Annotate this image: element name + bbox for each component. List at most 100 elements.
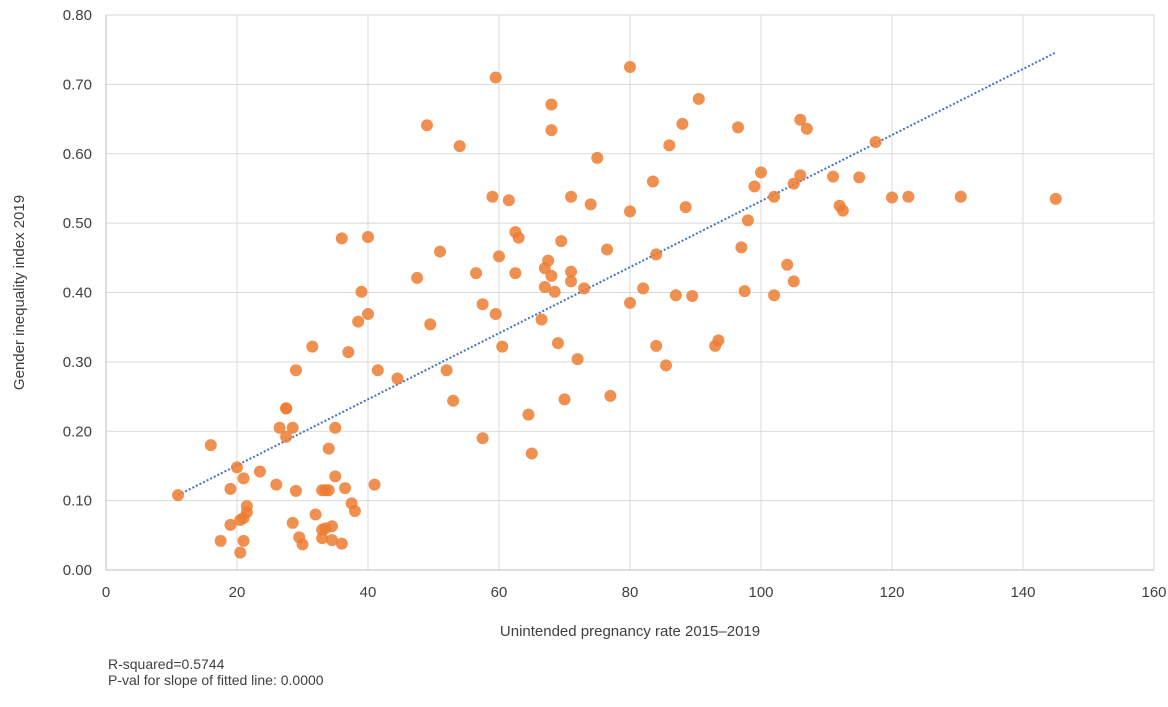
data-point [224, 518, 237, 531]
data-point [234, 546, 247, 559]
data-point [565, 190, 578, 203]
p-value-text: P-val for slope of fitted line: 0.0000 [108, 672, 324, 688]
data-point [1049, 192, 1062, 205]
data-point [768, 289, 781, 302]
x-tick-label: 160 [1141, 584, 1166, 601]
data-point [741, 214, 754, 227]
data-point [827, 170, 840, 183]
x-tick-label: 80 [622, 584, 639, 601]
data-point [669, 289, 682, 302]
regression-stats: R-squared=0.5744 P-val for slope of fitt… [108, 656, 324, 688]
data-point [538, 280, 551, 293]
data-point [237, 472, 250, 485]
data-point [571, 353, 584, 366]
r-squared-text: R-squared=0.5744 [108, 656, 225, 672]
axes [105, 15, 1154, 571]
data-point [309, 508, 322, 521]
data-point [512, 231, 525, 244]
data-point [489, 71, 502, 84]
data-point [902, 190, 915, 203]
x-tick-label: 40 [360, 584, 377, 601]
data-point [270, 478, 283, 491]
data-point [836, 204, 849, 217]
data-point [558, 393, 571, 406]
data-point [420, 119, 433, 132]
data-point [368, 478, 381, 491]
data-point [289, 484, 302, 497]
data-point [800, 122, 813, 135]
data-point [335, 232, 348, 245]
data-point [224, 482, 237, 495]
x-tick-label: 60 [491, 584, 508, 601]
data-point [869, 135, 882, 148]
y-tick-label: 0.70 [63, 76, 92, 93]
tick-labels: 0 20 40 60 80 100 120 140 160 0.00 0.10 0.20 0.30 0.4… [63, 7, 1167, 601]
data-point [240, 500, 253, 513]
data-point [712, 334, 725, 347]
data-point [535, 313, 548, 326]
data-point [637, 282, 650, 295]
y-tick-label: 0.40 [63, 285, 92, 302]
data-point [286, 516, 299, 529]
data-point [231, 461, 243, 474]
data-point [352, 315, 365, 328]
data-point [329, 421, 342, 434]
data-point [362, 231, 374, 243]
data-point [172, 489, 185, 502]
data-point [286, 421, 299, 434]
data-point [362, 308, 374, 321]
data-point [853, 171, 866, 184]
data-point [371, 364, 384, 377]
data-point [686, 289, 699, 302]
data-point [794, 113, 807, 126]
data-point [604, 389, 617, 402]
y-tick-label: 0.50 [63, 215, 92, 232]
data-point [493, 250, 505, 263]
data-point [624, 205, 636, 218]
data-point [391, 372, 404, 385]
trendline [177, 51, 1057, 496]
data-point [624, 61, 636, 74]
data-point [748, 180, 761, 193]
data-point [289, 364, 302, 377]
data-point [545, 269, 558, 282]
data-point [325, 534, 338, 547]
data-point [411, 271, 424, 284]
data-point [489, 308, 502, 321]
data-points [172, 61, 1062, 559]
data-point [565, 265, 578, 278]
x-tick-label: 0 [102, 584, 110, 601]
y-tick-label: 0.30 [63, 354, 92, 371]
data-point [551, 337, 564, 350]
data-point [237, 511, 250, 524]
data-point [565, 275, 578, 288]
y-tick-label: 0.10 [63, 493, 92, 510]
y-axis-title: Gender inequality index 2019 [11, 195, 28, 390]
x-axis-title: Unintended pregnancy rate 2015–2019 [500, 623, 760, 640]
data-point [738, 285, 751, 298]
data-point [794, 169, 807, 182]
gridlines [106, 14, 1155, 570]
data-point [545, 124, 558, 137]
data-point [440, 364, 453, 377]
data-point [424, 318, 437, 331]
y-tick-label: 0.80 [63, 7, 92, 24]
data-point [624, 296, 636, 309]
data-point [781, 258, 794, 271]
data-point [663, 139, 676, 152]
data-point [322, 484, 335, 497]
data-point [476, 298, 489, 311]
data-point [676, 117, 689, 130]
data-point [280, 402, 293, 415]
data-point [692, 92, 705, 105]
data-point [954, 190, 967, 203]
data-point [434, 245, 447, 258]
data-point [555, 235, 568, 248]
data-point [214, 534, 227, 547]
data-point [329, 470, 342, 483]
y-tick-label: 0.00 [63, 562, 92, 579]
data-point [646, 175, 659, 188]
data-point [584, 198, 597, 211]
data-point [316, 532, 329, 545]
